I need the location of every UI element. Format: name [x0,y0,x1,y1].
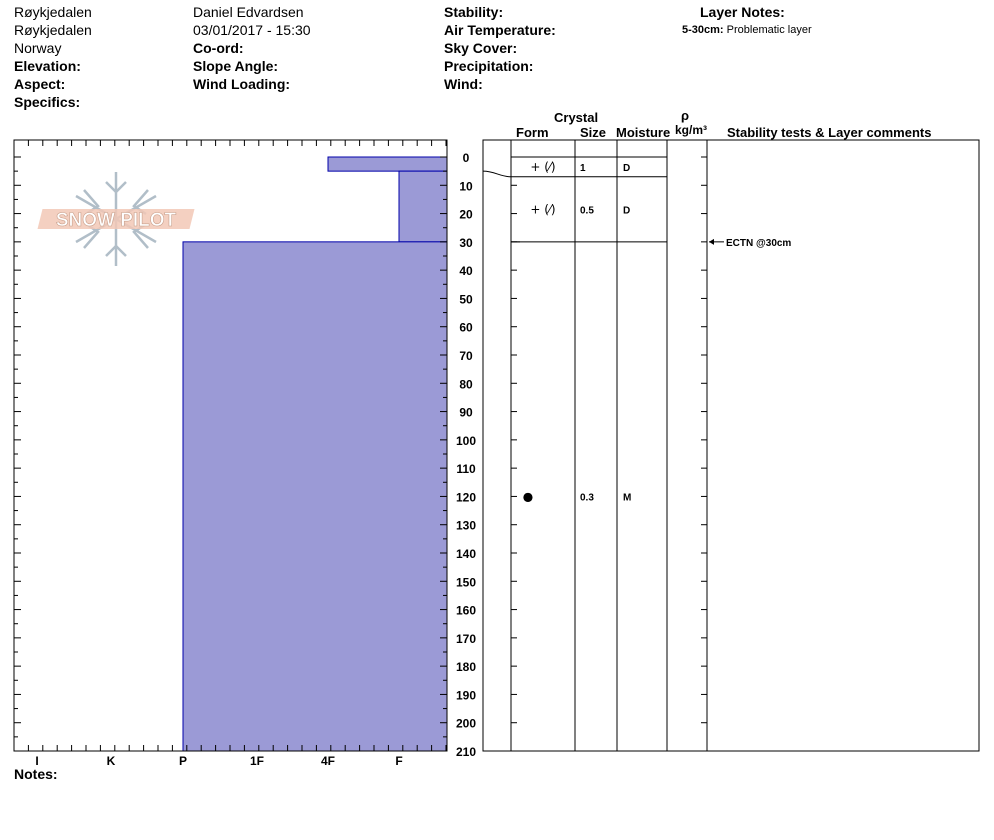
layer-moisture-1: D [623,205,630,216]
depth-label-170: 170 [456,632,476,646]
layer-form-0: + (⁄) [530,160,555,174]
location-1: Røykjedalen [14,4,92,20]
observation-datetime: 03/01/2017 - 15:30 [193,22,311,38]
wind-loading-label: Wind Loading: [193,76,291,92]
depth-label-160: 160 [456,604,476,618]
location-2: Røykjedalen [14,22,92,38]
depth-label-20: 20 [459,208,473,222]
depth-label-80: 80 [459,377,473,391]
stability-comments-header: Stability tests & Layer comments [727,125,932,140]
depth-label-50: 50 [459,292,473,306]
hardness-label-K: K [107,754,116,768]
layer-notes-label: Layer Notes: [700,4,785,20]
hardness-label-I: I [35,754,38,768]
hardness-bar-1 [398,170,448,243]
hardness-label-1F: 1F [250,754,264,768]
sky-cover-label: Sky Cover: [444,40,518,56]
observer-name: Daniel Edvardsen [193,4,304,20]
depth-label-40: 40 [459,264,473,278]
layer-table-frame [482,139,980,752]
aspect-label: Aspect: [14,76,66,92]
hardness-label-4F: 4F [321,754,335,768]
hardness-label-F: F [395,754,402,768]
hardness-bar-0 [327,156,448,172]
density-unit-header: kg/m³ [675,123,708,137]
layer-form-2: ● [523,489,533,503]
depth-label-190: 190 [456,688,476,702]
depth-label-0: 0 [463,151,470,165]
depth-label-180: 180 [456,660,476,674]
depth-label-120: 120 [456,490,476,504]
layer-size-1: 0.5 [580,205,594,216]
moisture-header: Moisture [616,125,671,140]
depth-label-60: 60 [459,321,473,335]
depth-label-200: 200 [456,717,476,731]
layer-form-1: + (⁄) [530,202,555,216]
slope-angle-label: Slope Angle: [193,58,279,74]
country: Norway [14,40,62,56]
crystal-header: Crystal [554,110,599,125]
stability-arrowhead-0 [709,238,714,245]
depth-label-140: 140 [456,547,476,561]
layer-size-0: 1 [580,163,586,174]
depth-label-10: 10 [459,179,473,193]
rho-header: ρ [681,108,690,123]
depth-label-110: 110 [456,462,476,476]
depth-label-130: 130 [456,519,476,533]
specifics-label: Specifics: [14,94,81,110]
layer-note: 5-30cm: Problematic layer [682,24,812,36]
layer-moisture-2: M [623,492,631,503]
precipitation-label: Precipitation: [444,58,534,74]
elevation-label: Elevation: [14,58,81,74]
layer-connector-0 [482,170,512,178]
layer-moisture-0: D [623,163,630,174]
depth-label-100: 100 [456,434,476,448]
layer-note-range: 5-30cm: [682,24,724,36]
depth-label-30: 30 [459,236,473,250]
depth-label-150: 150 [456,575,476,589]
depth-label-70: 70 [459,349,473,363]
size-header: Size [580,125,607,140]
depth-label-210: 210 [456,745,476,759]
layer-note-text: Problematic layer [726,24,812,36]
stability-test-label-0: ECTN @30cm [726,238,791,249]
hardness-label-P: P [179,754,187,768]
layer-size-2: 0.3 [580,492,594,503]
hardness-bar-2 [182,241,448,752]
stability-label: Stability: [444,4,504,20]
notes-label-text: Notes: [14,766,58,782]
air-temperature-label: Air Temperature: [444,22,556,38]
depth-label-90: 90 [459,406,473,420]
coord-label: Co-ord: [193,40,244,56]
form-header: Form [516,125,549,140]
wind-label: Wind: [444,76,483,92]
